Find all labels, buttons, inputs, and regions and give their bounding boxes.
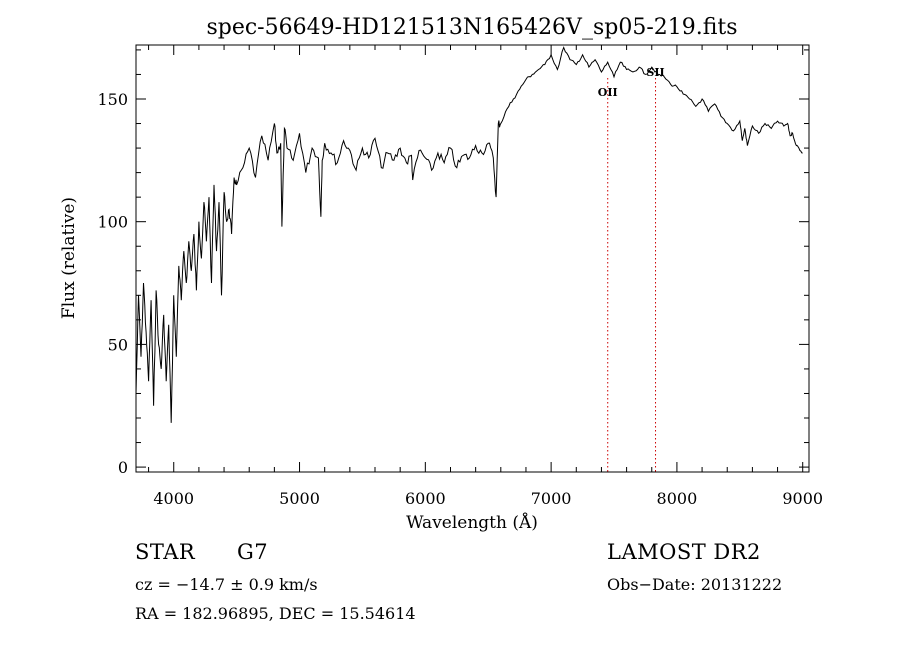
y-tick-label: 50 [108,335,128,354]
y-tick-label: 0 [118,458,128,477]
y-axis-label: Flux (relative) [59,197,79,319]
x-tick-label: 6000 [405,489,446,508]
x-axis-label: Wavelength (Å) [406,512,538,533]
obs-date-text: Obs−Date: 20131222 [607,575,783,594]
spectrum-line [135,46,803,423]
plot-frame [135,44,810,473]
line-label-sii: SII [646,66,664,79]
line-label-oii: OII [598,86,618,99]
line-markers: OII SII [598,66,665,472]
x-tick-label: 7000 [531,489,572,508]
y-tick-label: 150 [97,90,128,109]
x-tick-label: 5000 [279,489,320,508]
coordinates-text: RA = 182.96895, DEC = 15.54614 [135,604,416,623]
object-type: STAR [135,540,196,564]
spectral-subclass: G7 [237,540,269,564]
x-tick-label: 9000 [782,489,823,508]
x-tick-label: 8000 [657,489,698,508]
chart-title: spec-56649-HD121513N165426V_sp05-219.fit… [206,15,737,40]
y-tick-label: 100 [97,213,128,232]
redshift-text: cz = −14.7 ± 0.9 km/s [135,575,318,594]
x-tick-label: 4000 [153,489,194,508]
axis-ticks: 4000 5000 6000 7000 8000 9000 0 50 100 150 [97,45,823,508]
survey-name: LAMOST DR2 [607,540,761,564]
